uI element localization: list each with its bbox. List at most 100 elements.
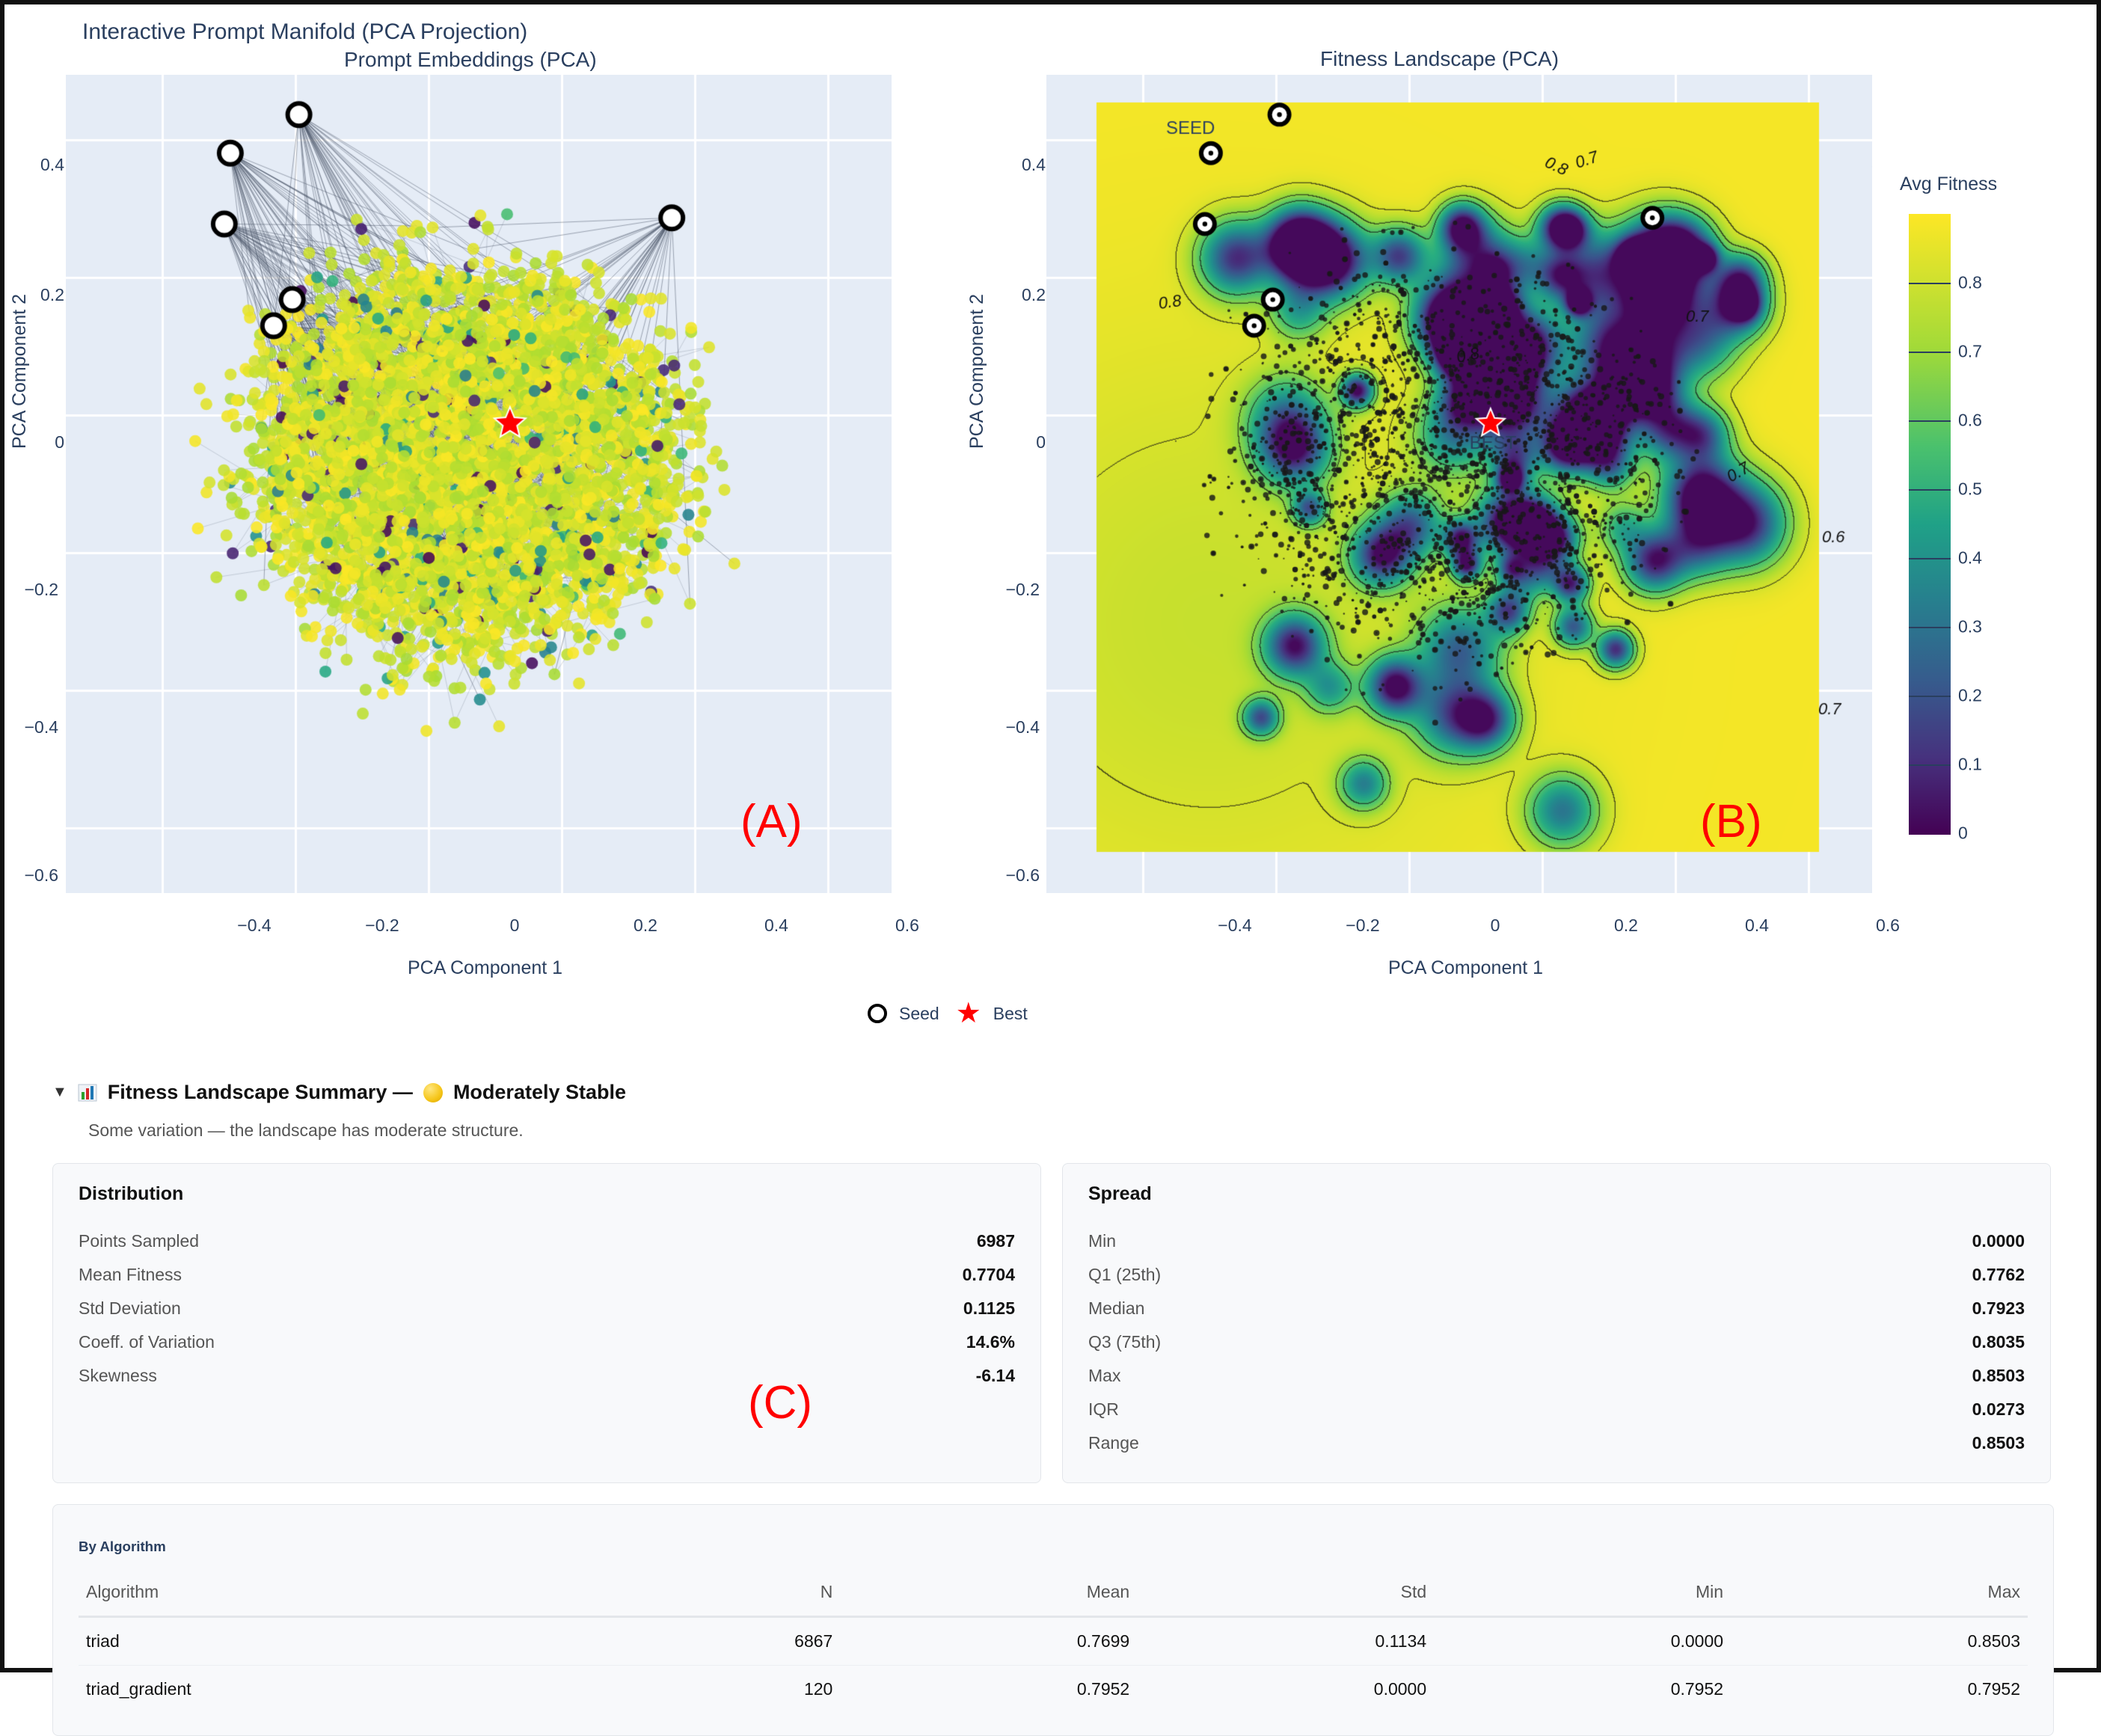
left-ytick-5: −0.6 — [24, 865, 58, 885]
list-item: Skewness -6.14 — [79, 1359, 1015, 1393]
panel-label-b: (B) — [1700, 796, 1762, 847]
right-ytick-5: −0.6 — [1005, 865, 1040, 885]
summary-disclosure-header[interactable]: ▼ Fitness Landscape Summary — Moderately… — [52, 1081, 2057, 1104]
list-item: Coeff. of Variation 14.6% — [79, 1325, 1015, 1359]
by-algorithm-heading: By Algorithm — [79, 1538, 166, 1554]
distribution-value-2: 0.1125 — [963, 1298, 1015, 1318]
spread-card: Spread Min 0.0000 Q1 (25th) 0.7762 Media… — [1062, 1163, 2051, 1483]
chart-legend: Seed ★ Best — [868, 995, 1242, 1032]
left-ytick-4: −0.4 — [24, 717, 58, 737]
panel-label-c: (C) — [748, 1377, 813, 1429]
legend-item-seed[interactable]: Seed — [868, 1004, 939, 1024]
table-row: triad 6867 0.7699 0.1134 0.0000 0.8503 — [79, 1616, 2028, 1666]
summary-cards: Distribution Points Sampled 6987 Mean Fi… — [52, 1163, 2057, 1483]
legend-item-best[interactable]: ★ Best — [956, 999, 1028, 1028]
right-ytick-3: −0.2 — [1005, 580, 1040, 599]
right-ytick-2: 0 — [1036, 432, 1046, 452]
distribution-card: Distribution Points Sampled 6987 Mean Fi… — [52, 1163, 1041, 1483]
col-max: Max — [1731, 1568, 2028, 1619]
prompt-embeddings-scatter-plot[interactable] — [66, 75, 892, 893]
left-ytick-3: −0.2 — [24, 580, 58, 599]
right-x-axis-title: PCA Component 1 — [1388, 957, 1544, 978]
spread-label-2: Median — [1088, 1298, 1145, 1318]
right-y-axis-title: PCA Component 2 — [966, 293, 987, 449]
colorbar-tick-7: 0.1 — [1958, 754, 1982, 774]
colorbar-tick-8: 0 — [1958, 823, 1968, 843]
left-chart-subtitle: Prompt Embeddings (PCA) — [344, 48, 597, 71]
left-xtick-3: 0.2 — [634, 915, 657, 935]
cell-min-0: 0.0000 — [1434, 1616, 1732, 1666]
legend-label-seed: Seed — [899, 1003, 939, 1023]
left-xtick-1: −0.2 — [365, 915, 399, 935]
cell-std-0: 0.1134 — [1137, 1616, 1435, 1666]
window-top-border — [0, 0, 2101, 4]
colorbar-tick-5: 0.3 — [1958, 616, 1982, 637]
scatter-canvas — [66, 75, 892, 893]
list-item: Points Sampled 6987 — [79, 1224, 1015, 1258]
left-x-axis-title: PCA Component 1 — [408, 957, 563, 978]
distribution-value-0: 6987 — [976, 1231, 1015, 1251]
panel-label-a: (A) — [740, 796, 803, 847]
circle-outline-icon — [868, 1004, 887, 1023]
col-std: Std — [1137, 1568, 1435, 1619]
distribution-label-3: Coeff. of Variation — [79, 1332, 215, 1352]
by-algorithm-table: Algorithm N Mean Std Min Max triad 6867 … — [79, 1568, 2028, 1713]
right-xtick-0: −0.4 — [1218, 915, 1252, 935]
chevron-down-icon[interactable]: ▼ — [52, 1084, 67, 1100]
right-xtick-1: −0.2 — [1346, 915, 1380, 935]
right-ytick-1: 0.2 — [1022, 285, 1046, 304]
distribution-label-4: Skewness — [79, 1366, 157, 1385]
col-n: N — [606, 1568, 841, 1619]
yellow-circle-icon — [423, 1082, 443, 1102]
spread-value-4: 0.8503 — [1972, 1366, 2025, 1385]
list-item: Mean Fitness 0.7704 — [79, 1258, 1015, 1292]
spread-value-0: 0.0000 — [1972, 1231, 2025, 1251]
spread-value-5: 0.0273 — [1972, 1399, 2025, 1419]
right-ytick-4: −0.4 — [1005, 717, 1040, 737]
distribution-value-1: 0.7704 — [962, 1265, 1015, 1284]
left-ytick-2: 0 — [55, 432, 64, 452]
spread-label-1: Q1 (25th) — [1088, 1265, 1162, 1284]
fitness-landscape-plot[interactable] — [1046, 75, 1872, 893]
left-ytick-1: 0.2 — [40, 285, 64, 304]
list-item: Median 0.7923 — [1088, 1292, 2025, 1325]
left-y-axis-title: PCA Component 2 — [9, 293, 30, 449]
list-item: Max 0.8503 — [1088, 1359, 2025, 1393]
spread-label-5: IQR — [1088, 1399, 1119, 1419]
summary-status-label: Moderately Stable — [453, 1081, 627, 1103]
list-item: Std Deviation 0.1125 — [79, 1292, 1015, 1325]
heatmap-canvas — [1046, 75, 1872, 893]
spread-label-4: Max — [1088, 1366, 1121, 1385]
col-min: Min — [1434, 1568, 1732, 1619]
distribution-value-3: 14.6% — [966, 1332, 1015, 1352]
colorbar: Avg Fitness 0.8 0.7 0.6 0.5 0.4 0.3 0.2 … — [1900, 174, 2079, 847]
summary-note: Some variation — the landscape has moder… — [88, 1120, 524, 1140]
cell-mean-1: 0.7952 — [1076, 1679, 1130, 1699]
right-xtick-5: 0.6 — [1876, 915, 1900, 935]
colorbar-tick-2: 0.6 — [1958, 410, 1982, 430]
distribution-label-0: Points Sampled — [79, 1231, 200, 1251]
distribution-label-2: Std Deviation — [79, 1298, 181, 1318]
list-item: Min 0.0000 — [1088, 1224, 2025, 1258]
spread-value-1: 0.7762 — [1972, 1265, 2025, 1284]
cell-n-1: 120 — [803, 1679, 833, 1699]
col-mean: Mean — [840, 1568, 1138, 1619]
cell-std-1: 0.0000 — [1373, 1679, 1427, 1699]
cell-n-0: 6867 — [606, 1616, 841, 1666]
colorbar-gradient — [1909, 214, 1951, 835]
window-right-border — [2097, 0, 2101, 1672]
left-xtick-2: 0 — [509, 915, 520, 935]
cell-algorithm-1: triad_gradient — [86, 1679, 191, 1699]
spread-value-3: 0.8035 — [1972, 1332, 2025, 1352]
list-item: Q1 (25th) 0.7762 — [1088, 1258, 2025, 1292]
list-item: Q3 (75th) 0.8035 — [1088, 1325, 2025, 1359]
distribution-value-4: -6.14 — [975, 1366, 1015, 1385]
spread-value-6: 0.8503 — [1972, 1433, 2025, 1453]
cell-mean-0: 0.7699 — [840, 1616, 1138, 1666]
col-algorithm: Algorithm — [79, 1568, 607, 1619]
cell-max-1: 0.7952 — [1967, 1679, 2020, 1699]
page-title: Interactive Prompt Manifold (PCA Project… — [82, 19, 528, 44]
left-xtick-4: 0.4 — [764, 915, 788, 935]
cell-min-1: 0.7952 — [1670, 1679, 1724, 1699]
spread-value-2: 0.7923 — [1972, 1298, 2025, 1318]
